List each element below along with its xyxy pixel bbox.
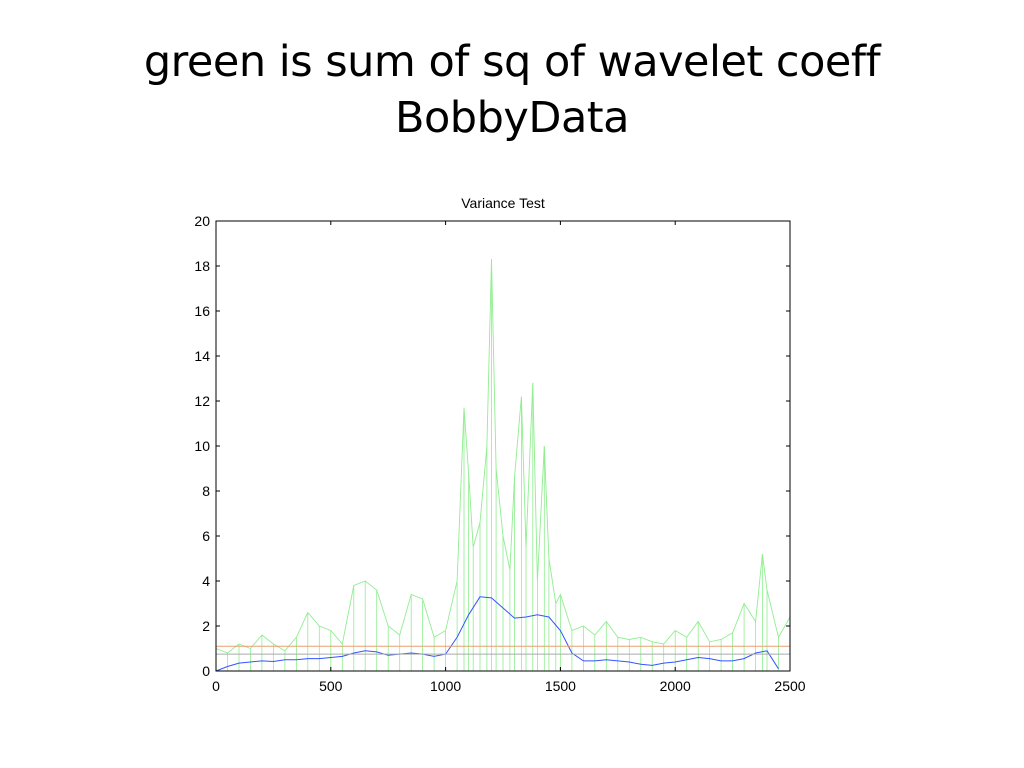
y-tick-label: 12 <box>194 393 210 409</box>
y-tick-label: 2 <box>202 618 210 634</box>
x-tick-label: 2500 <box>774 678 805 694</box>
x-tick-label: 1000 <box>430 678 461 694</box>
series-0-line <box>215 259 791 654</box>
y-tick-label: 8 <box>202 483 210 499</box>
slide-title: green is sum of sq of wavelet coeff Bobb… <box>0 34 1024 146</box>
y-tick-label: 4 <box>202 573 210 589</box>
slide-title-line2: BobbyData <box>394 93 630 143</box>
chart-title: Variance Test <box>461 195 545 211</box>
y-tick-label: 10 <box>194 438 210 454</box>
y-tick-label: 18 <box>194 258 210 274</box>
series-1-line <box>215 596 779 672</box>
series-0-spikes <box>215 259 791 671</box>
x-tick-label: 2000 <box>660 678 691 694</box>
y-tick-label: 16 <box>194 303 210 319</box>
x-tick-label: 1500 <box>545 678 576 694</box>
y-tick-label: 14 <box>194 348 210 364</box>
slide-title-line1: green is sum of sq of wavelet coeff <box>143 37 881 87</box>
y-tick-label: 20 <box>194 213 210 229</box>
x-tick-label: 500 <box>319 678 343 694</box>
x-tick-label: 0 <box>212 678 220 694</box>
axes-layer: 0 500 1000 1500 2000 2500 0 2 4 6 8 10 12 14 16 18 20 <box>194 213 805 694</box>
series-layer <box>215 259 791 672</box>
y-tick-label: 6 <box>202 528 210 544</box>
y-tick-label: 0 <box>202 663 210 679</box>
